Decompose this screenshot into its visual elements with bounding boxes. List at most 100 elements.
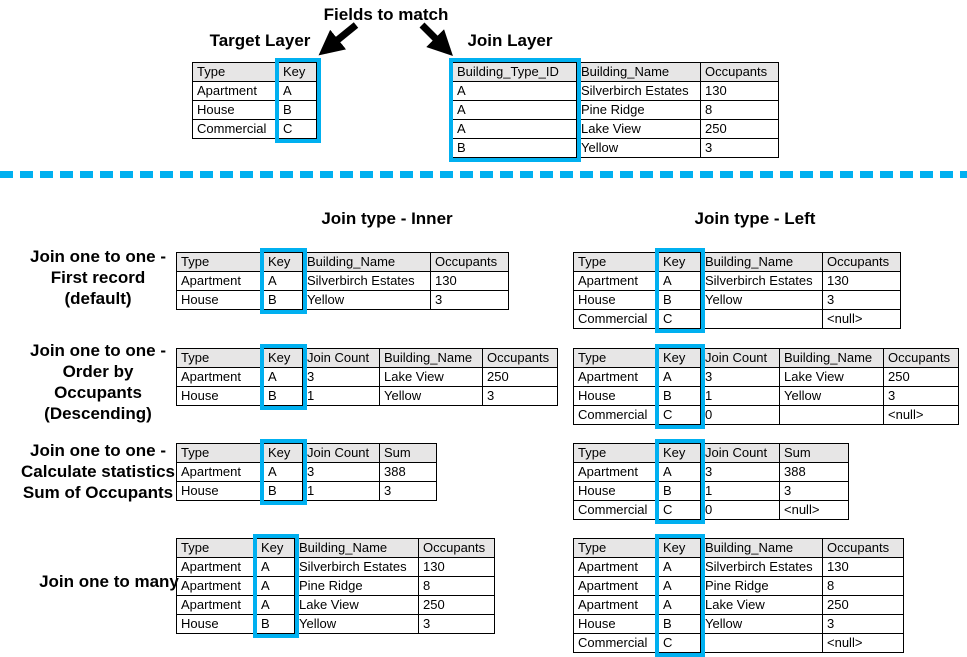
table-cell: 3 <box>302 367 380 387</box>
data-table: Type Key Join Count Building_Name Occupants A… <box>176 348 558 406</box>
table-cell: A <box>278 81 317 101</box>
table-row: Apartment A <box>192 81 317 101</box>
table-cell: B <box>263 386 303 406</box>
table-row: House B Yellow 3 <box>573 290 901 310</box>
join-type-left-title: Join type - Left <box>694 209 816 228</box>
table-cell: 8 <box>822 576 904 596</box>
table-cell: House <box>176 481 264 501</box>
table-cell: Yellow <box>576 138 701 158</box>
table-cell: A <box>263 462 303 482</box>
column-header: Occupants <box>822 538 904 558</box>
column-header: Type <box>192 62 279 82</box>
table-cell: 3 <box>700 367 780 387</box>
arrow-to-target-key-icon <box>318 22 359 56</box>
table-cell <box>779 405 884 425</box>
column-header: Join Count <box>302 348 380 368</box>
header-row: Type Key Join Count Building_Name Occupants <box>176 348 558 368</box>
table-row: House B Yellow 3 <box>176 290 509 310</box>
label-line: Join one to one - <box>30 441 166 460</box>
table-cell: 3 <box>430 290 509 310</box>
table-cell: House <box>573 481 659 501</box>
inner-one-to-many-table: Type Key Building_Name Occupants Apartment A S… <box>176 534 495 638</box>
label-line: Join one to one - <box>30 341 166 360</box>
table-cell: 130 <box>430 271 509 291</box>
label-line: (Descending) <box>44 404 152 423</box>
table-row: Apartment A 3 Lake View 250 <box>176 367 558 387</box>
inner-statistics-table: Type Key Join Count Sum Apartment A 3 388 House B… <box>176 439 437 505</box>
table-cell: 3 <box>700 138 779 158</box>
table-cell: B <box>263 481 303 501</box>
data-table: Type Key Building_Name Occupants Apartment A S… <box>573 538 904 653</box>
table-cell: Commercial <box>573 309 659 329</box>
table-cell: 1 <box>302 481 380 501</box>
table-row: Commercial C <null> <box>573 309 901 329</box>
table-cell: 3 <box>379 481 437 501</box>
header-row: Building_Type_ID Building_Name Occupants <box>452 62 779 82</box>
join-layer-table: Building_Type_ID Building_Name Occupants A S… <box>449 58 779 162</box>
table-cell: Apartment <box>573 576 659 596</box>
table-cell: A <box>658 271 701 291</box>
table-cell: A <box>452 81 577 101</box>
column-header: Join Count <box>302 443 380 463</box>
table-cell: A <box>452 100 577 120</box>
table-cell: Commercial <box>573 500 659 520</box>
header-row: Type Key Join Count Building_Name Occupants <box>573 348 959 368</box>
data-table: Type Key Join Count Building_Name Occupants A… <box>573 348 959 425</box>
label-line: Occupants <box>54 383 142 402</box>
table-cell: 250 <box>700 119 779 139</box>
table-cell: 8 <box>700 100 779 120</box>
table-cell: Yellow <box>700 614 823 634</box>
table-cell: Pine Ridge <box>294 576 419 596</box>
column-header: Building_Name <box>779 348 884 368</box>
table-cell: Apartment <box>176 367 264 387</box>
table-row: House B 1 3 <box>176 481 437 501</box>
table-cell: 250 <box>418 595 495 615</box>
table-cell: House <box>573 290 659 310</box>
table-cell: <null> <box>822 309 901 329</box>
table-row: Apartment A Pine Ridge 8 <box>573 576 904 596</box>
table-row: A Lake View 250 <box>452 119 779 139</box>
table-cell: B <box>658 290 701 310</box>
table-cell: <null> <box>822 633 904 653</box>
label-line: First record <box>50 268 146 287</box>
left-statistics-table: Type Key Join Count Sum Apartment A 3 388 House B… <box>573 439 849 524</box>
column-header: Type <box>176 443 264 463</box>
column-header: Type <box>573 443 659 463</box>
table-cell: B <box>658 386 701 406</box>
header-row: Type Key Join Count Sum <box>176 443 437 463</box>
table-cell: C <box>658 309 701 329</box>
column-header: Building_Name <box>700 252 823 272</box>
column-header: Occupants <box>822 252 901 272</box>
table-row: A Silverbirch Estates 130 <box>452 81 779 101</box>
table-cell: 388 <box>779 462 849 482</box>
table-cell: A <box>658 595 701 615</box>
table-cell: 250 <box>822 595 904 615</box>
table-cell: 3 <box>883 386 959 406</box>
table-row: Apartment A 3 388 <box>176 462 437 482</box>
arrow-to-join-key-icon <box>419 22 453 56</box>
table-cell: 3 <box>779 481 849 501</box>
table-cell: 130 <box>418 557 495 577</box>
table-row: House B 1 Yellow 3 <box>573 386 959 406</box>
column-header: Join Count <box>700 348 780 368</box>
table-cell: Silverbirch Estates <box>294 557 419 577</box>
table-cell: Silverbirch Estates <box>700 271 823 291</box>
table-cell: Apartment <box>573 271 659 291</box>
table-cell: Commercial <box>192 119 279 139</box>
column-header: Building_Name <box>302 252 431 272</box>
label-line: Sum of Occupants <box>22 483 174 502</box>
table-cell: Lake View <box>379 367 483 387</box>
header-row: Type Key Building_Name Occupants <box>573 252 901 272</box>
table-row: House B Yellow 3 <box>573 614 904 634</box>
label-line: (default) <box>64 289 132 308</box>
table-cell: 130 <box>822 271 901 291</box>
table-cell: 3 <box>700 462 780 482</box>
left-first-record-table: Type Key Building_Name Occupants Apartment A S… <box>573 248 901 333</box>
table-cell: C <box>658 633 701 653</box>
table-cell: <null> <box>883 405 959 425</box>
table-cell: B <box>658 481 701 501</box>
column-header: Building_Name <box>700 538 823 558</box>
header-row: Type Key <box>192 62 317 82</box>
table-cell: Yellow <box>294 614 419 634</box>
